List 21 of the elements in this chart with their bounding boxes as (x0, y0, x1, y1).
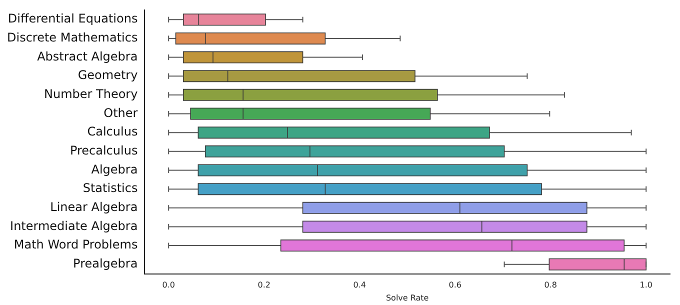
y-tick-label: Intermediate Algebra (10, 218, 138, 233)
y-tick-label: Prealgebra (73, 256, 138, 271)
y-tick-label: Math Word Problems (14, 238, 138, 252)
y-tick-label: Linear Algebra (50, 200, 138, 214)
y-tick-label: Abstract Algebra (37, 49, 138, 64)
x-tick-label: 0.8 (544, 280, 557, 290)
y-tick-label: Differential Equations (8, 12, 138, 26)
y-tick-label: Statistics (82, 181, 138, 196)
y-tick-label: Algebra (91, 162, 138, 176)
x-axis-title: Solve Rate (386, 293, 429, 302)
y-tick-label: Number Theory (44, 87, 138, 102)
x-tick-label: 1.0 (640, 280, 652, 290)
y-tick-label: Other (104, 106, 138, 120)
x-tick-label: 0.0 (162, 280, 175, 290)
x-tick-label: 0.4 (353, 280, 366, 290)
x-tick-label: 0.2 (258, 280, 270, 290)
y-tick-label: Geometry (78, 68, 138, 82)
y-tick-label: Discrete Mathematics (6, 30, 138, 45)
y-tick-label: Precalculus (70, 144, 138, 158)
y-tick-label: Calculus (87, 124, 138, 139)
x-tick-label: 0.6 (448, 280, 462, 290)
